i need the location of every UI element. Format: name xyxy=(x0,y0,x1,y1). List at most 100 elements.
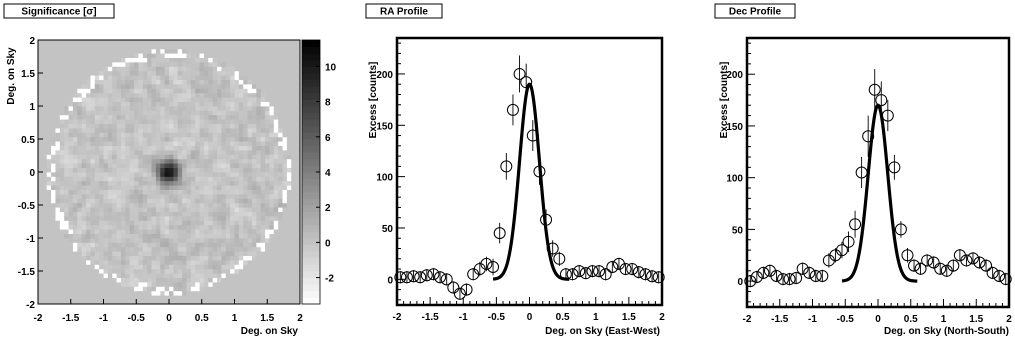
heatmap-cell xyxy=(160,163,166,168)
heatmap-cell xyxy=(182,114,187,120)
heatmap-cell xyxy=(68,92,74,98)
colorbar-step xyxy=(302,251,320,259)
heatmap-cell xyxy=(155,202,161,208)
heatmap-cell xyxy=(256,119,262,124)
heatmap-cell xyxy=(243,88,248,94)
heatmap-cell xyxy=(107,48,113,54)
heatmap-cell xyxy=(147,194,152,199)
heatmap-cell xyxy=(273,114,279,120)
heatmap-cell xyxy=(247,167,253,173)
heatmap-cell xyxy=(234,150,240,155)
heatmap-cell xyxy=(86,189,91,195)
heatmap-cell xyxy=(147,264,152,270)
heatmap-cell xyxy=(265,238,270,243)
heatmap-cell xyxy=(151,220,157,226)
heatmap-cell xyxy=(251,260,257,265)
heatmap-cell xyxy=(230,167,235,173)
heatmap-cell xyxy=(103,189,109,195)
heatmap-cell xyxy=(251,75,257,80)
heatmap-cell xyxy=(251,189,257,195)
heatmap-cell xyxy=(42,114,48,120)
heatmap-cell xyxy=(134,57,139,63)
heatmap-cell xyxy=(55,255,61,261)
heatmap-cell xyxy=(238,92,244,98)
heatmap-cell xyxy=(247,132,253,138)
heatmap-cell xyxy=(99,238,104,243)
heatmap-cell xyxy=(212,220,218,226)
heatmap-cell xyxy=(203,79,209,85)
heatmap-cell xyxy=(247,207,253,212)
heatmap-cell xyxy=(112,189,117,195)
heatmap-cell xyxy=(99,141,104,146)
heatmap-cell xyxy=(251,251,257,256)
heatmap-cell xyxy=(265,88,270,94)
heatmap-cell xyxy=(217,66,222,72)
heatmap-cell xyxy=(77,163,83,168)
heatmap-cell xyxy=(68,233,74,239)
point-marker xyxy=(453,287,466,300)
heatmap-cell xyxy=(186,277,192,283)
point-marker xyxy=(632,266,645,279)
y-tick-label: -2 xyxy=(26,300,35,311)
heatmap-cell xyxy=(265,224,270,230)
heatmap-cell xyxy=(169,251,174,256)
heatmap-cell xyxy=(286,150,292,155)
heatmap-cell xyxy=(238,114,244,120)
heatmap-cell xyxy=(164,101,170,107)
heatmap-cell xyxy=(42,233,48,239)
heatmap-cell xyxy=(273,207,279,212)
heatmap-cell xyxy=(286,216,292,221)
heatmap-cell xyxy=(251,57,257,63)
heatmap-cell xyxy=(173,114,179,120)
heatmap-cell xyxy=(265,158,270,164)
heatmap-cell xyxy=(247,145,253,151)
heatmap-cell xyxy=(230,48,235,54)
heatmap-cell xyxy=(46,246,52,252)
heatmap-cell xyxy=(77,207,83,212)
heatmap-cell xyxy=(68,167,74,173)
heatmap-cell xyxy=(221,141,227,146)
x-tick-label: -0.5 xyxy=(488,312,506,323)
heatmap-cell xyxy=(103,88,109,94)
heatmap-cell xyxy=(116,180,122,186)
heatmap-cell xyxy=(116,246,122,252)
point-marker xyxy=(559,268,572,281)
heatmap-cell xyxy=(103,255,109,261)
heatmap-cell xyxy=(251,123,257,129)
heatmap-cell xyxy=(186,268,192,274)
heatmap-cell xyxy=(212,207,218,212)
heatmap-cell xyxy=(291,44,297,50)
heatmap-cell xyxy=(42,211,48,217)
heatmap-cell xyxy=(265,242,270,248)
heatmap-cell xyxy=(273,295,279,300)
heatmap-cell xyxy=(160,167,166,173)
heatmap-cell xyxy=(129,101,135,107)
heatmap-cell xyxy=(59,251,65,256)
heatmap-cell xyxy=(217,114,222,120)
heatmap-cell xyxy=(212,167,218,173)
x-tick-label: -1 xyxy=(459,312,468,323)
heatmap-cell xyxy=(81,189,87,195)
heatmap-cell xyxy=(217,84,222,89)
heatmap-cell xyxy=(112,53,117,58)
heatmap-cell xyxy=(64,136,69,142)
heatmap-cell xyxy=(147,114,152,120)
heatmap-cell xyxy=(251,246,257,252)
heatmap-cell xyxy=(155,119,161,124)
heatmap-cell xyxy=(199,251,205,256)
heatmap-cell xyxy=(68,62,74,67)
heatmap-cell xyxy=(186,207,192,212)
heatmap-cell xyxy=(169,163,174,168)
heatmap-cell xyxy=(94,207,100,212)
heatmap-cell xyxy=(77,299,83,305)
heatmap-cell xyxy=(103,150,109,155)
heatmap-cell xyxy=(107,198,113,204)
heatmap-cell xyxy=(94,220,100,226)
heatmap-cell xyxy=(186,180,192,186)
heatmap-cell xyxy=(125,154,131,160)
heatmap-cell xyxy=(278,158,283,164)
heatmap-cell xyxy=(38,233,43,239)
heatmap-cell xyxy=(68,84,74,89)
point-marker xyxy=(914,262,927,275)
heatmap-cell xyxy=(55,154,61,160)
